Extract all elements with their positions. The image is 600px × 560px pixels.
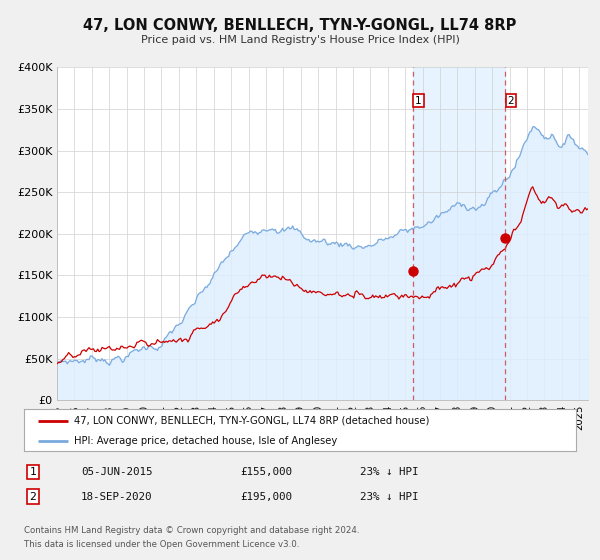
Text: Contains HM Land Registry data © Crown copyright and database right 2024.: Contains HM Land Registry data © Crown c… bbox=[24, 526, 359, 535]
Text: 23% ↓ HPI: 23% ↓ HPI bbox=[360, 467, 419, 477]
Text: 1: 1 bbox=[29, 467, 37, 477]
Text: 1: 1 bbox=[415, 96, 422, 105]
Text: 2: 2 bbox=[29, 492, 37, 502]
Text: 2: 2 bbox=[508, 96, 514, 105]
Text: 23% ↓ HPI: 23% ↓ HPI bbox=[360, 492, 419, 502]
Text: 47, LON CONWY, BENLLECH, TYN-Y-GONGL, LL74 8RP (detached house): 47, LON CONWY, BENLLECH, TYN-Y-GONGL, LL… bbox=[74, 416, 429, 426]
Text: £155,000: £155,000 bbox=[240, 467, 292, 477]
Text: HPI: Average price, detached house, Isle of Anglesey: HPI: Average price, detached house, Isle… bbox=[74, 436, 337, 446]
Text: £195,000: £195,000 bbox=[240, 492, 292, 502]
Text: 47, LON CONWY, BENLLECH, TYN-Y-GONGL, LL74 8RP: 47, LON CONWY, BENLLECH, TYN-Y-GONGL, LL… bbox=[83, 18, 517, 32]
Bar bbox=[413, 67, 505, 400]
Text: 05-JUN-2015: 05-JUN-2015 bbox=[81, 467, 152, 477]
Text: Price paid vs. HM Land Registry's House Price Index (HPI): Price paid vs. HM Land Registry's House … bbox=[140, 35, 460, 45]
Text: This data is licensed under the Open Government Licence v3.0.: This data is licensed under the Open Gov… bbox=[24, 540, 299, 549]
Text: 18-SEP-2020: 18-SEP-2020 bbox=[81, 492, 152, 502]
